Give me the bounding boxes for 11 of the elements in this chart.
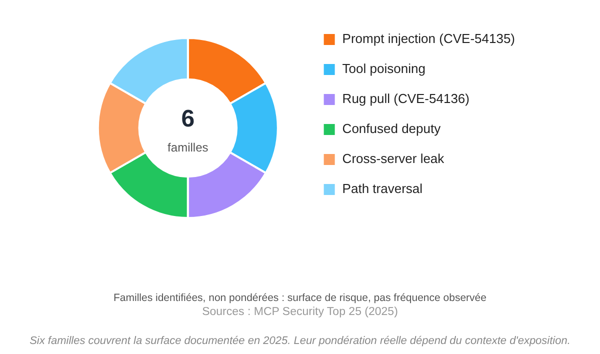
legend-label: Path traversal [342,181,423,196]
legend-label: Confused deputy [342,121,442,136]
text: 6 [181,106,195,133]
legend-label: Tool poisoning [342,61,426,76]
text: Familles identifiées, non pondérées : surface de risque, pas fréquence observée [112,292,488,304]
text: familles [168,140,208,154]
legend-label: Cross-server leak [342,151,445,166]
legend-label: Prompt injection (CVE-54135) [342,31,516,46]
text: Six familles couvrent la surface documentée en 2025. Leur pondération réelle dépend du contexte d'exposition. [28,335,572,347]
source-note: Sources : MCP Security Top 25 (2025) [201,306,399,318]
legend-label: Rug pull (CVE-54136) [342,91,470,106]
